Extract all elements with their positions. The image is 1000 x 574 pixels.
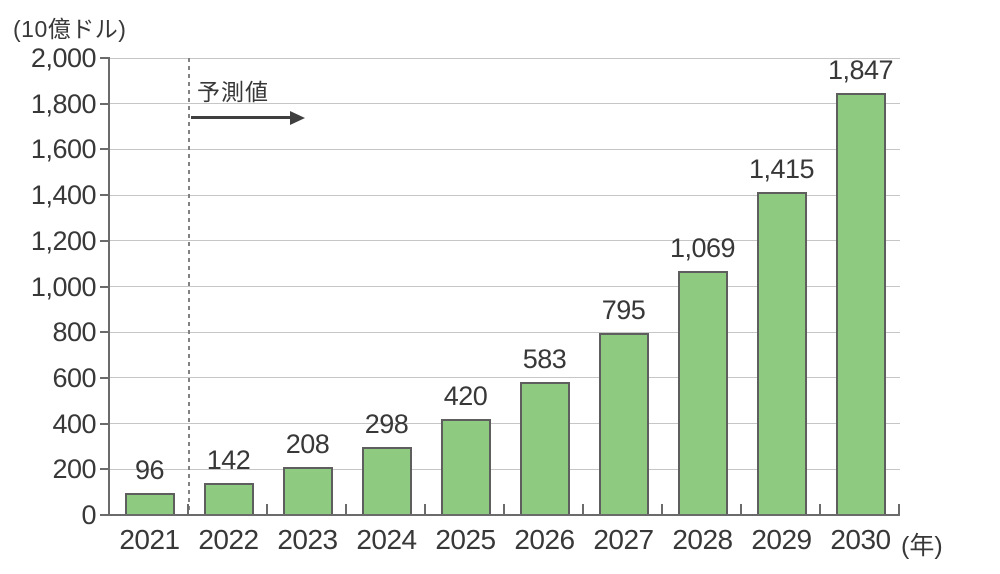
bar-value-label-2021: 96: [134, 455, 165, 486]
x-axis-tick: [661, 504, 663, 515]
x-axis-tick: [898, 504, 900, 515]
bar-value-label-2022: 142: [206, 444, 251, 475]
y-axis-tick: [100, 422, 109, 425]
x-axis-label-2026: 2026: [514, 524, 575, 555]
bar-2025: [440, 419, 491, 515]
bar-value-label-2029: 1,415: [748, 153, 815, 184]
x-axis-unit-label: (年): [901, 532, 943, 560]
gridline-2000: [110, 57, 900, 59]
x-axis-label-2021: 2021: [119, 524, 180, 555]
plot-area: 予測値 96 142 208 298 420 583 795 1,069 1,415 1,847: [110, 55, 900, 515]
y-axis-tick: [100, 239, 109, 242]
y-axis-tick-label: 400: [52, 408, 96, 439]
y-axis-tick-label: 2,000: [30, 43, 97, 73]
x-axis-tick: [503, 504, 505, 515]
bar-value-label-2025: 420: [443, 381, 488, 412]
forecast-divider-line: [188, 58, 190, 515]
x-axis-label-2030: 2030: [830, 524, 891, 555]
y-axis-tick: [100, 285, 109, 288]
gridline-1400: [110, 194, 900, 196]
forecast-arrow-head-icon: [290, 110, 305, 125]
y-axis-tick: [100, 376, 109, 379]
gridline-200: [110, 468, 900, 470]
x-axis-label-2027: 2027: [593, 524, 654, 555]
y-axis-unit-label: (10億ドル): [13, 16, 127, 42]
bar-2026: [519, 381, 570, 515]
y-axis-tick: [100, 514, 109, 516]
bar-value-label-2027: 795: [601, 295, 646, 326]
x-axis-tick: [740, 504, 742, 515]
gridline-1800: [110, 103, 900, 105]
bar-2028: [677, 270, 728, 515]
y-axis-tick: [100, 468, 109, 471]
gridline-1000: [110, 286, 900, 287]
y-axis-tick-label: 200: [52, 454, 96, 485]
x-axis-tick: [582, 504, 584, 515]
bar-2022: [203, 482, 254, 515]
forecast-arrow-line: [191, 116, 291, 119]
y-axis-tick-label: 1,000: [30, 271, 97, 302]
y-axis-tick: [100, 331, 109, 334]
x-axis-line: [108, 514, 900, 516]
bar-value-label-2030: 1,847: [827, 54, 894, 85]
x-axis-tick: [187, 504, 189, 515]
x-axis-label-2023: 2023: [277, 524, 338, 555]
bar-value-label-2028: 1,069: [669, 232, 736, 263]
x-axis-tick: [424, 504, 426, 515]
y-axis-tick: [100, 194, 109, 197]
bar-value-label-2023: 208: [285, 429, 330, 460]
x-axis-tick: [345, 504, 347, 515]
x-axis-label-2022: 2022: [198, 524, 259, 555]
gridline-800: [110, 331, 900, 333]
gridline-400: [110, 423, 900, 425]
y-axis-tick-label: 1,600: [30, 134, 97, 165]
x-axis-tick: [266, 504, 268, 515]
y-axis-tick-label: 800: [52, 317, 96, 348]
x-axis-label-2029: 2029: [751, 524, 812, 555]
y-axis-line: [108, 57, 110, 516]
x-axis-label-2025: 2025: [435, 524, 496, 555]
y-axis-tick-label: 1,800: [30, 88, 97, 119]
bar-2030: [835, 92, 886, 515]
y-axis-tick-label: 600: [52, 362, 96, 393]
bar-2029: [756, 191, 807, 515]
gridline-600: [110, 377, 900, 379]
y-axis-tick: [100, 57, 109, 59]
gridline-1200: [110, 240, 900, 242]
bar-2023: [282, 467, 333, 515]
y-axis-tick: [100, 102, 109, 105]
bar-2021: [124, 493, 175, 515]
y-axis-tick-label: 1,400: [30, 180, 97, 211]
forecast-label: 予測値: [197, 79, 269, 105]
y-axis-tick-label: 0: [81, 500, 96, 530]
x-axis-label-2028: 2028: [672, 524, 733, 555]
x-axis-label-2024: 2024: [356, 524, 417, 555]
bar-2027: [598, 333, 649, 515]
bar-2024: [361, 446, 412, 515]
x-axis-tick: [819, 504, 821, 515]
bar-value-label-2024: 298: [364, 408, 409, 439]
bar-value-label-2026: 583: [522, 343, 567, 374]
y-axis-tick-label: 1,200: [30, 225, 97, 256]
y-axis-tick: [100, 148, 109, 151]
gridline-1600: [110, 148, 900, 150]
